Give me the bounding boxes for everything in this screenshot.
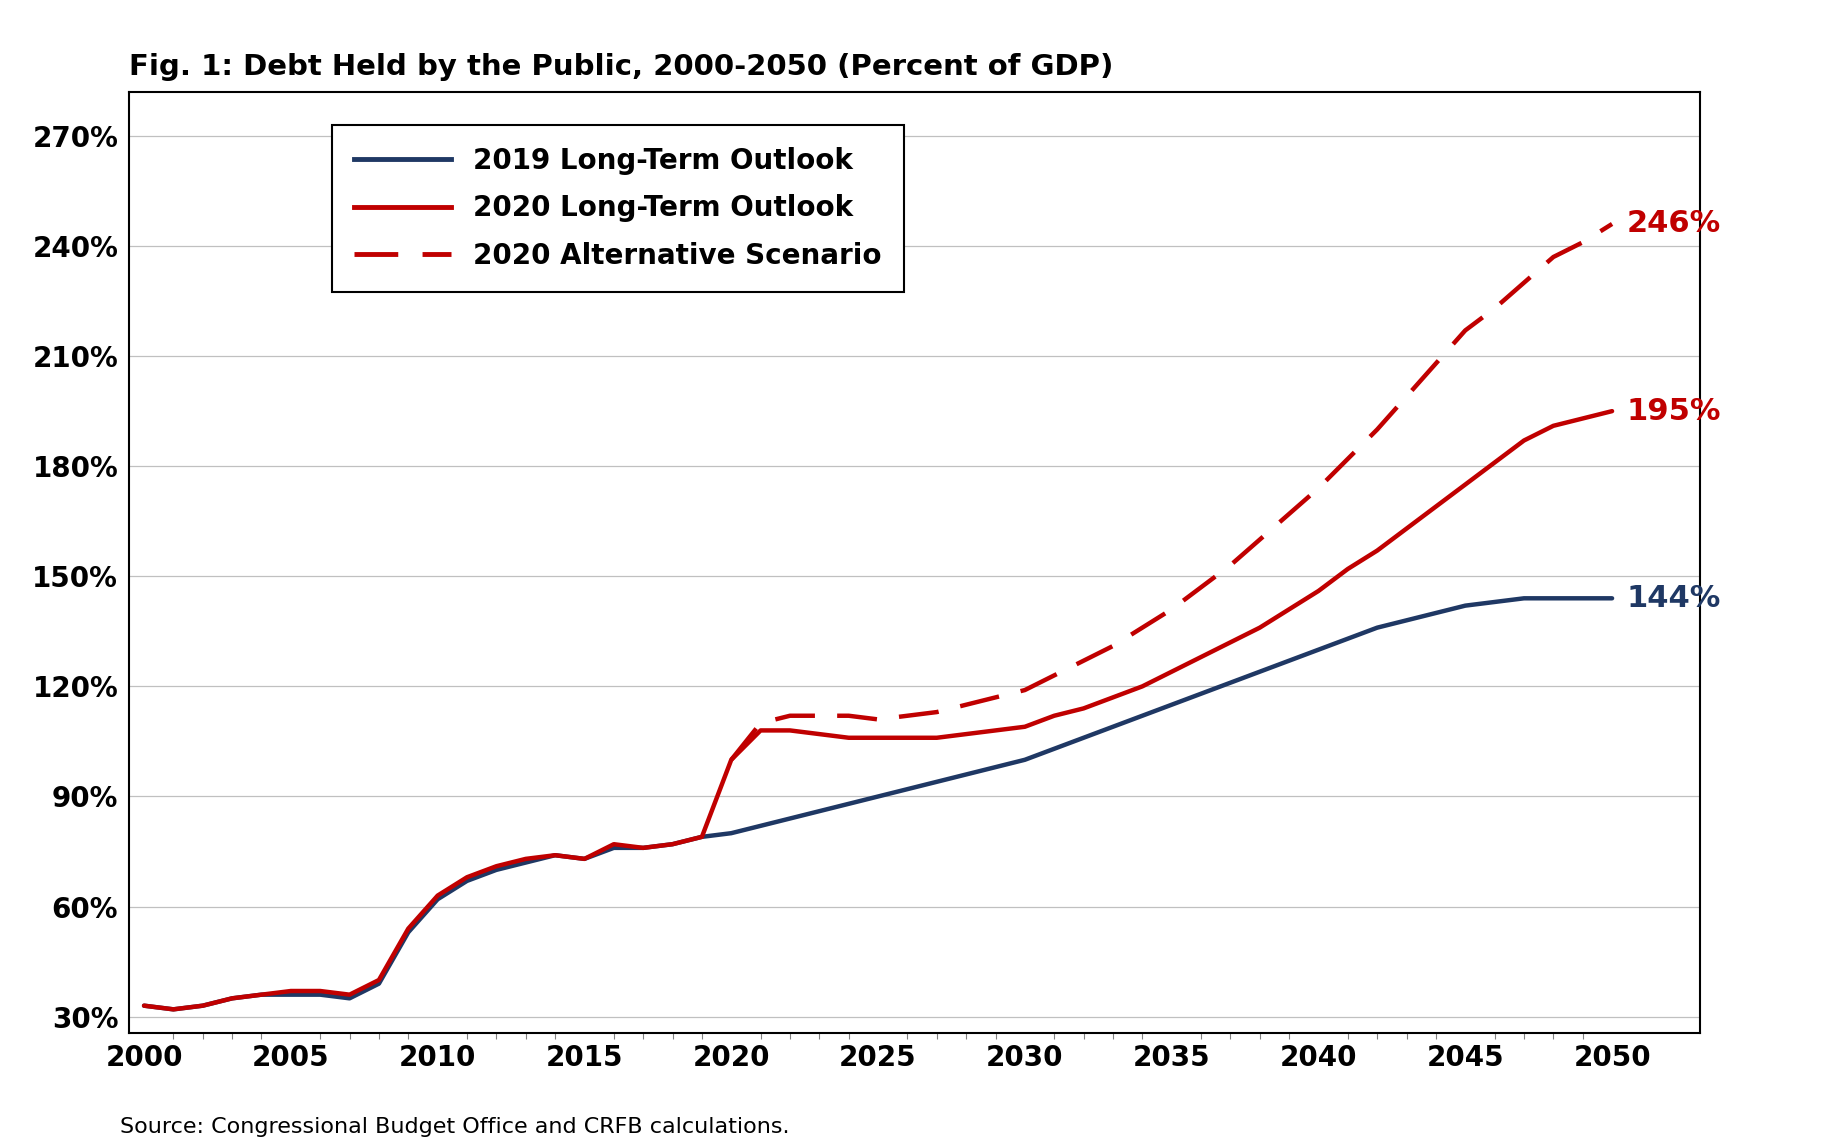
2020 Long-Term Outlook: [133, 999, 155, 1013]
Line: 2020 Alternative Scenario: 2020 Alternative Scenario: [732, 224, 1611, 760]
2019 Long-Term Outlook: [602, 841, 625, 855]
2020 Alternative Scenario: [1336, 452, 1358, 466]
2020 Alternative Scenario: [750, 716, 772, 730]
2020 Alternative Scenario: [1161, 603, 1183, 616]
2020 Long-Term Outlook: [1131, 680, 1153, 693]
2019 Long-Term Outlook: [1220, 676, 1242, 690]
2020 Alternative Scenario: [1015, 683, 1037, 697]
2020 Alternative Scenario: [778, 708, 800, 722]
2019 Long-Term Outlook: [486, 863, 508, 877]
2020 Alternative Scenario: [1484, 302, 1506, 316]
2020 Alternative Scenario: [1425, 357, 1447, 371]
Text: 195%: 195%: [1626, 396, 1720, 426]
2020 Alternative Scenario: [1131, 621, 1153, 635]
2020 Alternative Scenario: [1101, 639, 1124, 653]
2020 Alternative Scenario: [1042, 668, 1064, 682]
2020 Alternative Scenario: [1220, 558, 1242, 572]
2020 Alternative Scenario: [1571, 235, 1593, 249]
2020 Alternative Scenario: [1600, 217, 1623, 231]
2019 Long-Term Outlook: [1600, 591, 1623, 605]
2020 Long-Term Outlook: [1600, 404, 1623, 418]
2020 Long-Term Outlook: [1220, 636, 1242, 650]
2020 Alternative Scenario: [896, 708, 918, 722]
2020 Alternative Scenario: [867, 713, 889, 727]
2019 Long-Term Outlook: [632, 841, 654, 855]
Text: Fig. 1: Debt Held by the Public, 2000-2050 (Percent of GDP): Fig. 1: Debt Held by the Public, 2000-20…: [129, 53, 1114, 82]
2020 Alternative Scenario: [1454, 324, 1477, 338]
Text: 144%: 144%: [1626, 584, 1720, 613]
Text: Source: Congressional Budget Office and CRFB calculations.: Source: Congressional Budget Office and …: [120, 1117, 789, 1137]
Line: 2019 Long-Term Outlook: 2019 Long-Term Outlook: [144, 598, 1611, 1009]
2020 Alternative Scenario: [1395, 389, 1417, 403]
2020 Alternative Scenario: [1543, 250, 1565, 264]
Text: 246%: 246%: [1626, 209, 1720, 239]
2020 Alternative Scenario: [1366, 422, 1388, 436]
2020 Alternative Scenario: [721, 753, 743, 767]
Line: 2020 Long-Term Outlook: 2020 Long-Term Outlook: [144, 411, 1611, 1009]
2020 Long-Term Outlook: [632, 841, 654, 855]
2020 Alternative Scenario: [1307, 481, 1329, 495]
Legend: 2019 Long-Term Outlook, 2020 Long-Term Outlook, 2020 Alternative Scenario: 2019 Long-Term Outlook, 2020 Long-Term O…: [333, 124, 904, 292]
2020 Alternative Scenario: [1190, 581, 1212, 595]
2019 Long-Term Outlook: [1514, 591, 1536, 605]
2019 Long-Term Outlook: [1131, 708, 1153, 722]
2020 Alternative Scenario: [926, 705, 948, 719]
2020 Long-Term Outlook: [602, 837, 625, 851]
2020 Alternative Scenario: [985, 690, 1007, 704]
2020 Long-Term Outlook: [486, 860, 508, 874]
2019 Long-Term Outlook: [163, 1002, 185, 1016]
2020 Alternative Scenario: [837, 708, 859, 722]
2019 Long-Term Outlook: [1571, 591, 1593, 605]
2020 Alternative Scenario: [955, 698, 978, 712]
2020 Alternative Scenario: [808, 708, 830, 722]
2020 Long-Term Outlook: [163, 1002, 185, 1016]
2019 Long-Term Outlook: [133, 999, 155, 1013]
2020 Long-Term Outlook: [1571, 412, 1593, 426]
2020 Alternative Scenario: [1249, 533, 1271, 546]
2020 Alternative Scenario: [1072, 654, 1094, 668]
2020 Alternative Scenario: [1514, 276, 1536, 289]
2020 Alternative Scenario: [1279, 507, 1301, 521]
